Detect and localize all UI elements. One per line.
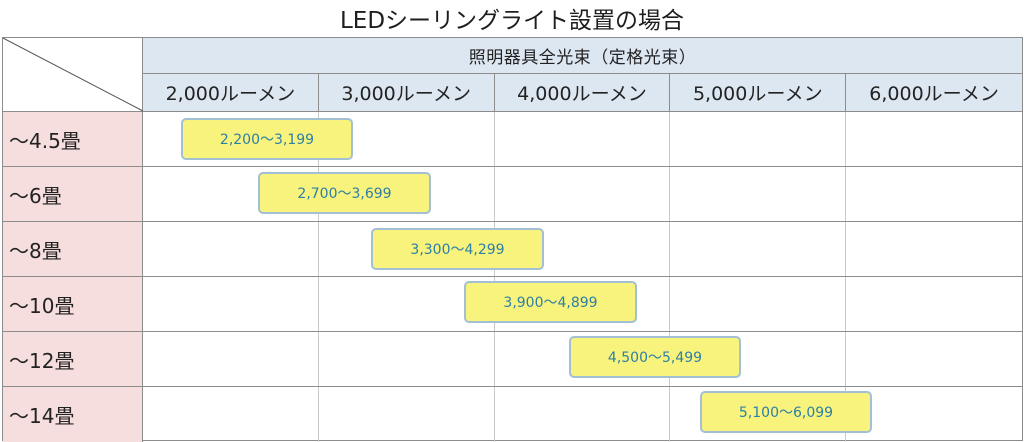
table-cell	[495, 387, 671, 442]
table-cell	[495, 222, 671, 276]
column-headers: 2,000ルーメン 3,000ルーメン 4,000ルーメン 5,000ルーメン …	[143, 74, 1022, 112]
room-size-label: ～14畳	[3, 387, 143, 442]
total-luminous-flux-header: 照明器具全光束（定格光束）	[143, 38, 1022, 74]
table-cell	[670, 277, 847, 331]
table-cell	[319, 167, 495, 221]
lumen-range-box: 5,100～6,099	[700, 391, 872, 433]
table-cell	[846, 112, 1022, 166]
table-cell	[670, 222, 847, 276]
lumen-range-box: 2,200～3,199	[181, 118, 353, 160]
column-header-2000: 2,000ルーメン	[143, 74, 319, 111]
table-cell	[670, 112, 847, 166]
table-cell	[846, 222, 1022, 276]
room-size-label: ～10畳	[3, 277, 143, 331]
table-cell	[143, 277, 319, 331]
table-cell	[846, 167, 1022, 221]
table-cell	[319, 387, 495, 442]
room-size-label: ～12畳	[3, 332, 143, 386]
table-cell	[670, 167, 847, 221]
lumen-range-box: 4,500～5,499	[569, 336, 741, 378]
room-size-label: ～8畳	[3, 222, 143, 276]
column-header-4000: 4,000ルーメン	[495, 74, 671, 111]
table-cell	[495, 277, 671, 331]
table-row: ～8畳	[3, 222, 1022, 277]
column-header-3000: 3,000ルーメン	[319, 74, 495, 111]
table-cell	[846, 332, 1022, 386]
table-cell	[846, 387, 1022, 442]
table-cell	[143, 332, 319, 386]
column-header-5000: 5,000ルーメン	[670, 74, 847, 111]
table-cell	[319, 332, 495, 386]
table-cell	[670, 332, 847, 386]
lumen-range-box: 2,700～3,699	[258, 172, 431, 214]
lumen-table: 照明器具全光束（定格光束） 2,000ルーメン 3,000ルーメン 4,000ル…	[2, 37, 1023, 442]
lumen-range-box: 3,300～4,299	[371, 228, 544, 270]
room-size-label: ～4.5畳	[3, 112, 143, 166]
room-size-label: ～6畳	[3, 167, 143, 221]
table-cell	[495, 112, 671, 166]
diagonal-line	[3, 38, 143, 112]
table-cell	[143, 387, 319, 442]
table-cell	[143, 222, 319, 276]
table-row: ～12畳	[3, 332, 1022, 387]
table-row: ～10畳	[3, 277, 1022, 332]
table-cell	[495, 167, 671, 221]
table-cell	[319, 112, 495, 166]
corner-diagonal-cell	[3, 38, 143, 112]
table-row: ～4.5畳	[3, 112, 1022, 167]
lumen-range-box: 3,900～4,899	[464, 281, 637, 323]
table-row: ～6畳	[3, 167, 1022, 222]
table-body: ～4.5畳 ～6畳 ～8畳 ～10畳	[3, 112, 1022, 442]
column-header-6000: 6,000ルーメン	[869, 83, 999, 105]
page-title: LEDシーリングライト設置の場合	[339, 8, 685, 34]
table-cell	[846, 277, 1022, 331]
table-row: ～14畳	[3, 387, 1022, 442]
